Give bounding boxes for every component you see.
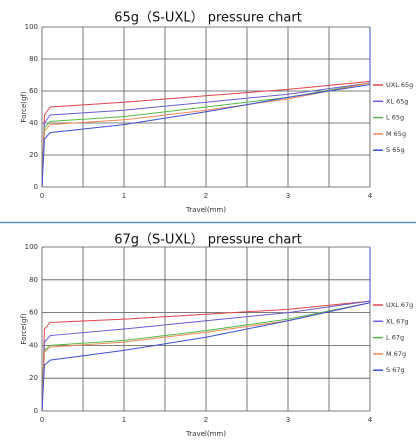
- series-line: [41, 27, 371, 188]
- legend-label: XL 65g: [386, 97, 409, 105]
- legend-label: M 67g: [386, 350, 406, 358]
- x-tick-label: 0: [40, 416, 44, 424]
- series-line: [41, 27, 371, 188]
- y-tick-label: 20: [29, 151, 38, 159]
- y-tick-label: 80: [29, 276, 38, 284]
- y-axis-label: Force(gf): [20, 313, 28, 345]
- x-tick-label: 0: [40, 192, 44, 200]
- x-tick-label: 3: [286, 192, 290, 200]
- y-tick-label: 80: [29, 55, 38, 63]
- legend-label: L 65g: [386, 114, 404, 122]
- x-tick-label: 2: [204, 192, 208, 200]
- legend-label: UXL 67g: [386, 301, 413, 309]
- series-line: [41, 27, 371, 188]
- y-tick-label: 0: [34, 183, 38, 191]
- y-tick-label: 100: [25, 23, 38, 31]
- x-axis-label: Travel(mm): [185, 206, 226, 214]
- legend-label: M 65g: [386, 130, 406, 138]
- y-tick-label: 60: [29, 87, 38, 95]
- chart-title: 67g（S-UXL） pressure chart: [114, 233, 302, 248]
- chart-title: 65g（S-UXL） pressure chart: [114, 11, 302, 26]
- x-tick-label: 4: [368, 192, 373, 200]
- legend-label: UXL 65g: [386, 81, 413, 89]
- x-tick-label: 4: [368, 416, 373, 424]
- legend-label: XL 67g: [386, 317, 409, 325]
- y-tick-label: 40: [29, 341, 38, 349]
- legend-label: S 65g: [386, 146, 405, 154]
- x-axis-label: Travel(mm): [185, 430, 226, 438]
- x-tick-label: 1: [122, 416, 126, 424]
- x-tick-label: 2: [204, 416, 208, 424]
- x-tick-label: 3: [286, 416, 290, 424]
- series-line: [41, 247, 371, 412]
- y-tick-label: 100: [25, 243, 38, 251]
- y-tick-label: 40: [29, 119, 38, 127]
- legend-label: L 67g: [386, 334, 404, 342]
- series-line: [41, 247, 371, 412]
- series-line: [41, 27, 371, 188]
- series-line: [41, 247, 371, 412]
- y-axis-label: Force(gf): [20, 91, 28, 123]
- y-tick-label: 0: [34, 407, 38, 415]
- y-tick-label: 60: [29, 309, 38, 317]
- y-tick-label: 20: [29, 374, 38, 382]
- legend-label: S 67g: [386, 366, 405, 374]
- x-tick-label: 1: [122, 192, 126, 200]
